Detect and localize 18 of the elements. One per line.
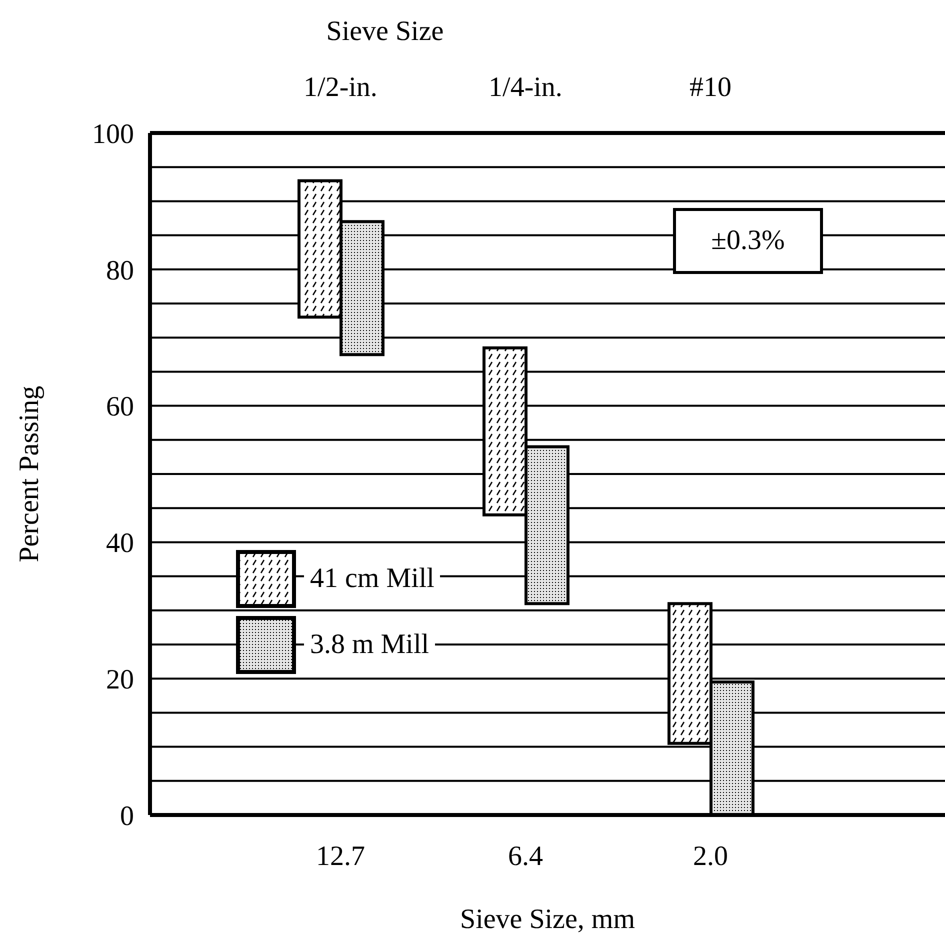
- legend-label: 3.8 m Mill: [304, 628, 436, 662]
- text: 1/2-in.: [302, 72, 378, 104]
- text: 1/4-in.: [488, 72, 564, 104]
- chart-title: Sieve Size: [325, 16, 445, 48]
- y-tick-label: 60: [106, 392, 134, 423]
- annotation: ±0.3%: [673, 208, 823, 274]
- x-tick-label: 2.0: [693, 840, 728, 872]
- x-tick-label: 12.7: [316, 840, 365, 872]
- x-tick-label: 6.4: [508, 840, 543, 872]
- y-tick-label: 100: [92, 118, 134, 150]
- text: #10: [688, 72, 732, 104]
- y-tick-label: 40: [106, 528, 134, 560]
- y-tick-label: 0: [120, 800, 134, 832]
- y-tick-label: 20: [106, 664, 134, 696]
- x-axis-title: Sieve Size, mm: [460, 904, 636, 935]
- y-axis-title: Percent Passing: [14, 386, 45, 562]
- legend-label: 41 cm Mill: [304, 562, 440, 596]
- y-tick-label: 80: [106, 255, 134, 286]
